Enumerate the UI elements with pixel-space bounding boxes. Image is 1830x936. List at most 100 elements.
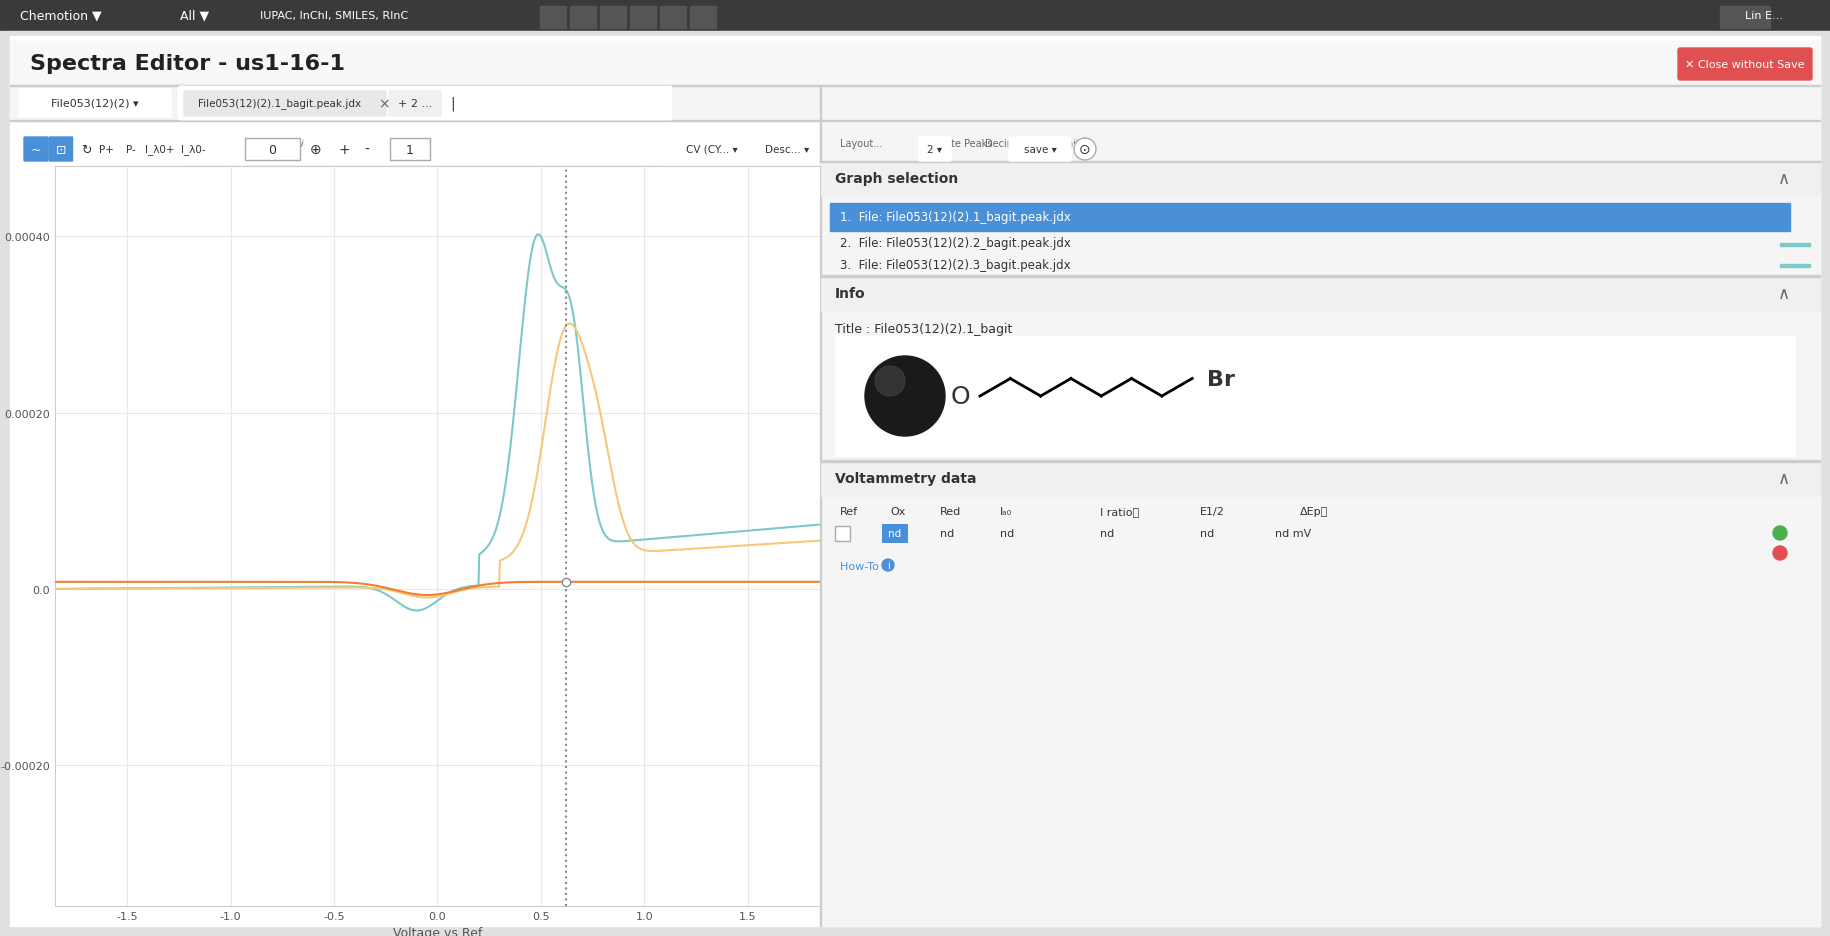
Text: File053(12)(2).2_bagit.peak.jdx: File053(12)(2).2_bagit.peak.jdx bbox=[214, 212, 410, 226]
Text: ✓: ✓ bbox=[194, 249, 203, 258]
Text: File053(12)(2).1_bagit.peak.jdx: File053(12)(2).1_bagit.peak.jdx bbox=[198, 98, 362, 110]
Bar bbox=[834, 526, 849, 541]
Circle shape bbox=[1773, 547, 1788, 561]
FancyBboxPatch shape bbox=[93, 138, 117, 162]
Bar bbox=[9, 121, 1821, 122]
Bar bbox=[820, 87, 1821, 926]
Bar bbox=[820, 461, 1821, 496]
Circle shape bbox=[866, 357, 944, 436]
Bar bbox=[820, 461, 1821, 462]
Text: ⊡: ⊡ bbox=[55, 143, 66, 156]
Bar bbox=[390, 139, 430, 161]
Bar bbox=[834, 526, 849, 541]
Text: + 2 ...: + 2 ... bbox=[397, 99, 432, 109]
Bar bbox=[820, 162, 1821, 163]
Text: Iₐ₀: Iₐ₀ bbox=[999, 506, 1012, 517]
Text: 3.  File: File053(12)(2).3_bagit.peak.jdx: 3. File: File053(12)(2).3_bagit.peak.jdx bbox=[840, 258, 1071, 271]
Circle shape bbox=[875, 367, 906, 397]
Text: O: O bbox=[950, 385, 970, 408]
Text: Graph selection: Graph selection bbox=[834, 172, 959, 186]
Text: P-: P- bbox=[126, 145, 135, 154]
Text: ~: ~ bbox=[31, 143, 42, 156]
Text: nd: nd bbox=[888, 529, 902, 538]
Text: Lin E...: Lin E... bbox=[1746, 11, 1782, 21]
FancyBboxPatch shape bbox=[882, 524, 908, 544]
Text: Ref Value (V): Ref Value (V) bbox=[245, 139, 307, 149]
Bar bbox=[9, 84, 1821, 122]
Bar bbox=[1781, 265, 1810, 268]
Text: ∧: ∧ bbox=[1779, 169, 1790, 188]
Text: ✕ Close without Save: ✕ Close without Save bbox=[1685, 60, 1804, 70]
Text: I ratioⓘ: I ratioⓘ bbox=[1100, 506, 1138, 517]
FancyBboxPatch shape bbox=[145, 138, 176, 162]
Text: Submit: Submit bbox=[1045, 139, 1080, 149]
Text: 1.  File: File053(12)(2).1_bagit.peak.jdx: 1. File: File053(12)(2).1_bagit.peak.jdx bbox=[840, 212, 1071, 225]
Text: I_λ0-: I_λ0- bbox=[181, 144, 205, 155]
FancyBboxPatch shape bbox=[1008, 138, 1071, 162]
Text: Write Peaks: Write Peaks bbox=[935, 139, 992, 149]
Text: ΔEpⓘ: ΔEpⓘ bbox=[1299, 506, 1329, 517]
Text: P+: P+ bbox=[99, 145, 113, 154]
Text: y-Axis: y-Axis bbox=[759, 139, 789, 149]
Text: File053(12)(2) ▾: File053(12)(2) ▾ bbox=[51, 99, 139, 109]
Text: ⊕: ⊕ bbox=[311, 143, 322, 157]
Circle shape bbox=[1074, 139, 1096, 161]
Text: Desc... ▾: Desc... ▾ bbox=[765, 145, 809, 154]
Text: ↻: ↻ bbox=[81, 143, 92, 156]
Bar bbox=[834, 337, 1795, 457]
FancyBboxPatch shape bbox=[178, 138, 209, 162]
Bar bbox=[9, 42, 1821, 87]
FancyBboxPatch shape bbox=[188, 211, 207, 228]
Bar bbox=[600, 7, 626, 29]
Bar bbox=[245, 139, 300, 161]
FancyBboxPatch shape bbox=[357, 138, 377, 162]
Circle shape bbox=[1773, 526, 1788, 540]
Bar bbox=[1720, 7, 1770, 29]
FancyBboxPatch shape bbox=[679, 138, 747, 162]
Bar bbox=[0, 0, 1830, 32]
FancyBboxPatch shape bbox=[188, 246, 207, 264]
Text: ∧: ∧ bbox=[1779, 285, 1790, 302]
Bar bbox=[820, 277, 1821, 312]
Text: Spectra Editor - us1-16-1: Spectra Editor - us1-16-1 bbox=[29, 54, 346, 74]
Text: Ox: Ox bbox=[889, 506, 906, 517]
Bar bbox=[1781, 243, 1810, 247]
Circle shape bbox=[882, 560, 895, 571]
Bar bbox=[820, 277, 1821, 278]
FancyBboxPatch shape bbox=[1678, 49, 1812, 80]
Text: I_λ0+: I_λ0+ bbox=[145, 144, 174, 155]
FancyBboxPatch shape bbox=[24, 138, 48, 162]
Text: Decimal: Decimal bbox=[985, 139, 1025, 149]
Text: |: | bbox=[450, 96, 454, 111]
Text: IUPAC, InChI, SMILES, RInC: IUPAC, InChI, SMILES, RInC bbox=[260, 11, 408, 21]
Text: 0: 0 bbox=[267, 143, 276, 156]
Text: ∧: ∧ bbox=[1779, 470, 1790, 488]
FancyBboxPatch shape bbox=[119, 138, 143, 162]
Text: 1: 1 bbox=[406, 143, 414, 156]
FancyBboxPatch shape bbox=[49, 138, 73, 162]
Text: i: i bbox=[886, 561, 889, 570]
Bar bbox=[569, 7, 597, 29]
Text: nd: nd bbox=[999, 529, 1014, 538]
Text: save ▾: save ▾ bbox=[1023, 145, 1056, 154]
Bar bbox=[540, 7, 565, 29]
Bar bbox=[9, 86, 1821, 87]
FancyBboxPatch shape bbox=[73, 138, 99, 162]
FancyBboxPatch shape bbox=[759, 138, 816, 162]
Text: 2.  File: File053(12)(2).2_bagit.peak.jdx: 2. File: File053(12)(2).2_bagit.peak.jdx bbox=[840, 237, 1071, 250]
Text: ⊙: ⊙ bbox=[1080, 143, 1091, 157]
Text: File053(12)(2).3_bagit.peak.jdx: File053(12)(2).3_bagit.peak.jdx bbox=[214, 247, 410, 260]
Text: Red: Red bbox=[941, 506, 961, 517]
Text: Ref Area: Ref Area bbox=[390, 139, 432, 149]
FancyBboxPatch shape bbox=[185, 92, 386, 117]
Bar bbox=[831, 204, 1790, 232]
Bar bbox=[661, 7, 686, 29]
Bar bbox=[179, 167, 661, 297]
Bar bbox=[390, 139, 430, 161]
Text: nd: nd bbox=[1200, 529, 1215, 538]
FancyBboxPatch shape bbox=[390, 92, 441, 117]
Text: All ▼: All ▼ bbox=[179, 9, 209, 22]
FancyBboxPatch shape bbox=[919, 138, 952, 162]
Text: Chemotion ▼: Chemotion ▼ bbox=[20, 9, 102, 22]
Text: x-Axis: x-Axis bbox=[681, 139, 710, 149]
